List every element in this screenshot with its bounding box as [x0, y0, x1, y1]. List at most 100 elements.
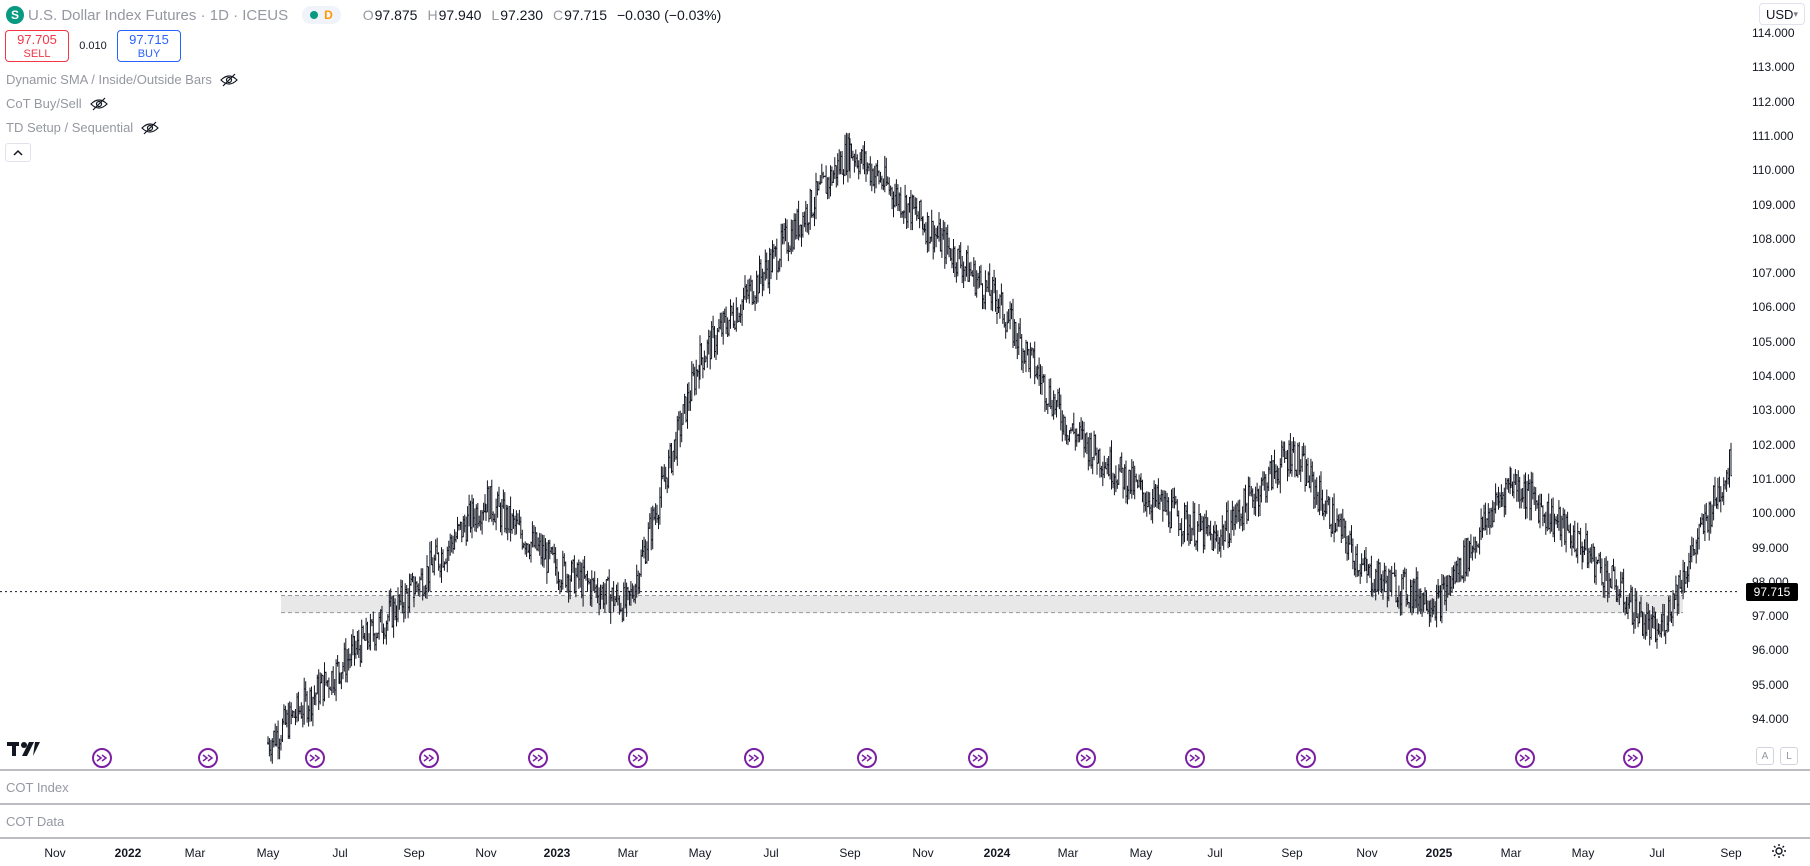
collapse-legend-button[interactable] — [5, 143, 31, 162]
ohlc-bar — [742, 287, 745, 310]
ohlc-bar — [895, 179, 898, 207]
ohlc-bar — [1728, 449, 1731, 488]
ohlc-bar — [1533, 486, 1536, 505]
ohlc-bar — [1273, 449, 1276, 479]
price-tick-label: 97.000 — [1752, 609, 1789, 624]
time-tick-label: May — [256, 846, 280, 860]
event-marker-icon[interactable] — [1076, 748, 1096, 768]
ohlc-bar — [1584, 523, 1587, 551]
ohlc-bar — [427, 566, 430, 593]
sell-button[interactable]: 97.705 SELL — [5, 30, 69, 62]
ohlc-bar — [1117, 464, 1120, 485]
ohlc-bar — [531, 521, 534, 548]
ohlc-bar — [1106, 458, 1109, 475]
ohlc-bar — [1257, 488, 1260, 517]
event-marker-icon[interactable] — [528, 748, 548, 768]
ohlc-bar — [1240, 513, 1243, 526]
ohlc-bar — [1320, 471, 1322, 511]
time-tick-label: May — [1571, 846, 1595, 860]
ohlc-bar — [679, 410, 682, 448]
event-marker-icon[interactable] — [1185, 748, 1205, 768]
ohlc-bar — [757, 274, 759, 303]
ohlc-bar — [667, 449, 670, 489]
event-marker-icon[interactable] — [305, 748, 325, 768]
event-marker-icon[interactable] — [857, 748, 877, 768]
ohlc-bar — [1711, 504, 1714, 528]
ohlc-bar — [277, 720, 280, 760]
pane-label-cot-data: COT Data — [6, 814, 65, 829]
ohlc-bar — [333, 679, 336, 696]
indicator-legend-item[interactable]: TD Setup / Sequential — [6, 120, 160, 135]
ohlc-bar — [1714, 476, 1716, 507]
ohlc-bar — [653, 507, 656, 521]
ohlc-bar — [353, 635, 356, 666]
last-price-label: 97.715 — [1746, 582, 1798, 601]
ohlc-bar — [1518, 476, 1521, 509]
ohlc-bar — [1488, 508, 1491, 535]
currency-select[interactable]: USD ▾ — [1759, 3, 1805, 25]
tradingview-logo — [7, 742, 40, 756]
market-status[interactable]: D — [302, 6, 341, 24]
log-scale-button[interactable]: L — [1780, 747, 1798, 765]
ohlc-bar — [1343, 518, 1346, 538]
ohlc-bar — [309, 687, 311, 722]
ohlc-bar — [1029, 342, 1032, 379]
ohlc-bar — [880, 175, 883, 190]
event-marker-icon[interactable] — [744, 748, 764, 768]
time-tick-label: May — [688, 846, 712, 860]
event-marker-icon[interactable] — [1515, 748, 1535, 768]
event-marker-icon[interactable] — [92, 748, 112, 768]
ohlc-bar — [859, 152, 862, 175]
eye-hidden-icon[interactable] — [220, 73, 238, 87]
ohlc-bar — [994, 277, 997, 312]
ohlc-bar — [1274, 464, 1277, 484]
ohlc-bar — [650, 507, 653, 551]
ohlc-bar — [1193, 502, 1196, 547]
ohlc-bar — [1603, 558, 1606, 599]
event-marker-icon[interactable] — [628, 748, 648, 768]
event-marker-icon[interactable] — [1296, 748, 1316, 768]
event-marker-icon[interactable] — [1406, 748, 1426, 768]
symbol-logo[interactable]: S — [6, 6, 24, 24]
ohlc-bar — [996, 306, 998, 324]
eye-hidden-icon[interactable] — [89, 97, 108, 111]
ohlc-bar — [1528, 479, 1531, 521]
buy-button[interactable]: 97.715 BUY — [117, 30, 181, 62]
delayed-badge: D — [324, 8, 333, 22]
ohlc-bar — [1299, 459, 1302, 482]
symbol-title[interactable]: U.S. Dollar Index Futures · 1D · ICEUS — [28, 6, 289, 24]
ohlc-bar — [369, 613, 372, 651]
ohlc-bar — [972, 257, 975, 287]
ohlc-bar — [1644, 614, 1647, 640]
event-marker-icon[interactable] — [1623, 748, 1643, 768]
ohlc-bar — [1292, 437, 1295, 453]
indicator-legend-item[interactable]: Dynamic SMA / Inside/Outside Bars — [6, 72, 238, 87]
indicator-legend-item[interactable]: CoT Buy/Sell — [6, 96, 108, 111]
ohlc-bar — [1136, 479, 1139, 489]
ohlc-bar — [835, 165, 838, 188]
ohlc-bar — [1241, 506, 1244, 532]
ohlc-bar — [1517, 470, 1520, 502]
ohlc-bar — [502, 489, 505, 509]
ohlc-bar — [465, 516, 468, 546]
ohlc-bar — [879, 171, 882, 183]
ohlc-bar — [587, 578, 590, 585]
ohlc-bar — [1309, 458, 1312, 493]
ohlc-bar — [1598, 553, 1600, 564]
auto-scale-button[interactable]: A — [1756, 747, 1774, 765]
ohlc-bar — [460, 521, 463, 543]
ohlc-bar — [1061, 410, 1064, 442]
ohlc-bar — [570, 560, 573, 582]
ohlc-bar — [317, 669, 320, 710]
ohlc-bar — [434, 539, 437, 561]
ohlc-bar — [1163, 490, 1166, 512]
ohlc-bar — [319, 672, 322, 705]
event-marker-icon[interactable] — [419, 748, 439, 768]
event-marker-icon[interactable] — [968, 748, 988, 768]
ohlc-bar — [1642, 612, 1645, 639]
eye-hidden-icon[interactable] — [141, 121, 160, 135]
ohlc-bar — [870, 163, 873, 192]
gear-icon[interactable] — [1771, 843, 1787, 859]
event-marker-icon[interactable] — [198, 748, 218, 768]
